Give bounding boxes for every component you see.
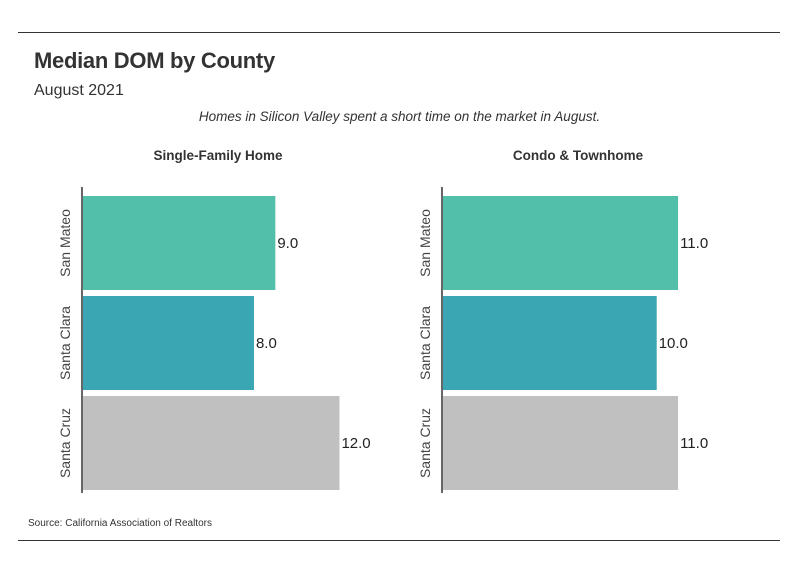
value-label-santa-clara: 10.0 [659, 335, 688, 352]
source-note: Source: California Association of Realto… [28, 518, 212, 529]
category-label-santa-cruz: Santa Cruz [57, 408, 73, 478]
bar-santa-cruz [443, 396, 679, 490]
bar-santa-clara [83, 296, 254, 390]
top-rule [18, 32, 780, 33]
category-label-santa-clara: Santa Clara [57, 306, 73, 380]
value-label-san-mateo: 11.0 [680, 235, 708, 252]
panel-single-family: 9.0 San Mateo 8.0 Santa Clara 12.0 Santa Cruz [57, 187, 371, 493]
panel-title-condo: Condo & Townhome [512, 148, 644, 163]
bottom-rule [18, 540, 780, 541]
panel-title-single-family: Single-Family Home [153, 148, 283, 163]
bar-san-mateo [443, 196, 679, 290]
category-label-san-mateo: San Mateo [417, 209, 433, 277]
chart-subtitle: August 2021 [34, 82, 124, 99]
category-label-san-mateo: San Mateo [57, 209, 73, 277]
bar-santa-cruz [83, 396, 340, 490]
value-label-santa-clara: 8.0 [256, 335, 277, 352]
category-label-santa-clara: Santa Clara [417, 306, 433, 380]
panel-condo-townhome: 11.0 San Mateo 10.0 Santa Clara 11.0 Santa Cr… [417, 187, 708, 493]
value-label-santa-cruz: 12.0 [341, 435, 370, 452]
chart-title: Median DOM by County [34, 48, 275, 73]
bar-santa-clara [443, 296, 657, 390]
value-label-santa-cruz: 11.0 [680, 435, 708, 452]
chart-caption: Homes in Silicon Valley spent a short ti… [198, 109, 601, 124]
bar-san-mateo [83, 196, 276, 290]
category-label-santa-cruz: Santa Cruz [417, 408, 433, 478]
value-label-san-mateo: 9.0 [277, 235, 298, 252]
